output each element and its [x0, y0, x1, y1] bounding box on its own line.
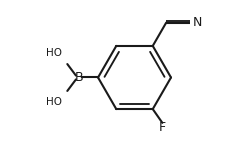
Text: N: N: [193, 16, 202, 29]
Text: B: B: [75, 71, 83, 84]
Text: F: F: [159, 121, 166, 134]
Text: HO: HO: [46, 97, 62, 106]
Text: HO: HO: [46, 49, 62, 58]
